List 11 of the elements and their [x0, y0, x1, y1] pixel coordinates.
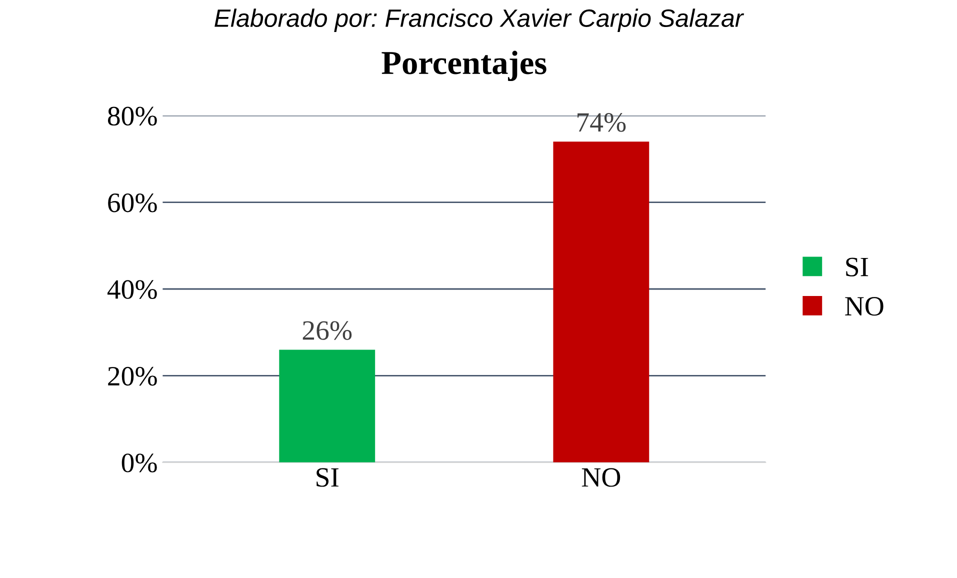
y-tick-label: 60%: [108, 193, 157, 212]
legend-label: NO: [845, 296, 884, 316]
data-label: 74%: [578, 113, 626, 132]
y-tick-label: 80%: [108, 106, 157, 126]
y-tick-label: 40%: [107, 280, 157, 299]
text: Elaborado por: Francisco Xavier Carpio Salazar: [214, 8, 744, 32]
y-tick-label: 20%: [108, 366, 157, 386]
chart-title: Porcentajes: [382, 50, 546, 82]
y-tick-label: 0%: [122, 454, 157, 472]
legend-label: SI: [846, 258, 868, 276]
data-label: 26%: [302, 321, 352, 340]
